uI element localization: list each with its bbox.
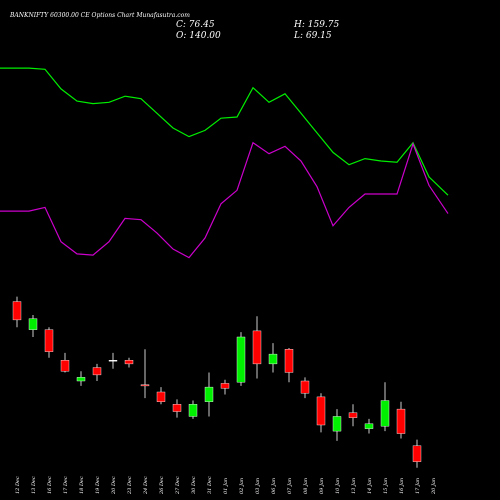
candle xyxy=(92,363,102,381)
high-value: H: 159.75 xyxy=(293,20,340,30)
candle-body xyxy=(380,400,390,427)
candle xyxy=(172,399,182,418)
candle-body xyxy=(188,404,198,417)
candle-body xyxy=(124,360,134,365)
candle xyxy=(156,387,166,405)
candle-body xyxy=(396,408,406,434)
candle xyxy=(236,332,246,386)
x-tick-label: 16 Jan xyxy=(399,478,405,494)
x-tick-label: 30 Dec xyxy=(191,476,197,494)
x-tick-label: 07 Jan xyxy=(287,478,293,494)
candle-body xyxy=(28,318,38,330)
candle xyxy=(284,348,294,383)
candle-body xyxy=(236,336,246,383)
x-tick-label: 18 Dec xyxy=(79,476,85,494)
candle-body xyxy=(204,386,214,402)
candle xyxy=(124,357,134,368)
x-tick-label: 12 Dec xyxy=(15,476,21,494)
x-tick-label: 20 Jan xyxy=(431,478,437,495)
candle xyxy=(316,393,326,433)
x-tick-label: 08 Jan xyxy=(303,478,309,494)
candle xyxy=(300,377,310,399)
x-tick-label: 31 Dec xyxy=(207,476,213,494)
open-value: O: 140.00 xyxy=(176,31,221,41)
candle-body xyxy=(268,353,278,365)
candle-body xyxy=(172,404,182,412)
x-tick-label: 23 Dec xyxy=(127,476,133,495)
candle xyxy=(252,316,262,379)
x-axis-ticks: 12 Dec 13 Dec 16 Dec 17 Dec 18 Dec 19 Dec 20 D… xyxy=(15,476,437,495)
candle-body xyxy=(92,367,102,376)
candle xyxy=(268,343,278,373)
candle xyxy=(220,379,230,395)
lower-indicator-line xyxy=(0,141,449,259)
candle-body xyxy=(316,396,326,426)
candle-body xyxy=(300,380,310,394)
x-tick-label: 13 Jan xyxy=(351,478,357,494)
candle xyxy=(76,371,86,386)
x-tick-label: 24 Dec xyxy=(143,476,149,495)
candle-body xyxy=(332,416,342,432)
x-tick-label: 17 Dec xyxy=(63,476,69,494)
upper-indicator-line xyxy=(0,67,449,196)
candle xyxy=(380,382,390,432)
candle xyxy=(44,327,54,358)
x-tick-label: 19 Dec xyxy=(95,476,101,494)
candle-body xyxy=(348,412,358,418)
candle-body xyxy=(60,360,70,372)
candle-body xyxy=(412,445,422,462)
x-tick-label: 14 Jan xyxy=(367,478,373,494)
candle xyxy=(412,439,422,468)
candle xyxy=(204,372,214,417)
x-tick-label: 01 Jan xyxy=(223,478,229,494)
candle-body xyxy=(156,391,166,402)
x-tick-label: 15 Jan xyxy=(383,478,389,494)
close-value: C: 76.45 xyxy=(176,20,215,30)
indicator-lines xyxy=(0,67,449,259)
candle xyxy=(332,409,342,441)
candle xyxy=(364,418,374,434)
candle-body xyxy=(108,360,118,362)
x-tick-label: 09 Jan xyxy=(319,478,325,494)
x-tick-label: 26 Dec xyxy=(159,476,165,495)
low-value: L: 69.15 xyxy=(293,31,332,41)
candle xyxy=(188,400,198,419)
candle-body xyxy=(284,349,294,373)
candle-body xyxy=(76,377,86,382)
x-tick-label: 20 Dec xyxy=(111,476,117,495)
x-tick-label: 16 Dec xyxy=(47,476,53,494)
candle xyxy=(348,404,358,427)
candle-body xyxy=(140,384,150,387)
x-tick-label: 06 Jan xyxy=(271,478,277,494)
candle xyxy=(396,401,406,439)
candle-body xyxy=(12,301,22,321)
x-tick-label: 03 Jan xyxy=(255,478,261,494)
x-tick-label: 27 Dec xyxy=(175,476,181,495)
x-tick-label: 02 Jan xyxy=(239,478,245,494)
x-tick-label: 10 Jan xyxy=(335,478,341,494)
candle xyxy=(28,315,38,337)
x-tick-label: 17 Jan xyxy=(415,478,421,494)
x-tick-label: 13 Dec xyxy=(31,476,37,494)
candles xyxy=(12,296,422,468)
candle xyxy=(140,349,150,399)
candle-body xyxy=(364,423,374,429)
chart-title: BANKNIFTY 60300.00 CE Options Chart Muna… xyxy=(9,12,190,19)
candle-body xyxy=(252,330,262,365)
candle xyxy=(108,352,118,369)
candle-body xyxy=(44,329,54,352)
candle-body xyxy=(220,383,230,389)
candle xyxy=(12,296,22,328)
candle xyxy=(60,352,70,373)
